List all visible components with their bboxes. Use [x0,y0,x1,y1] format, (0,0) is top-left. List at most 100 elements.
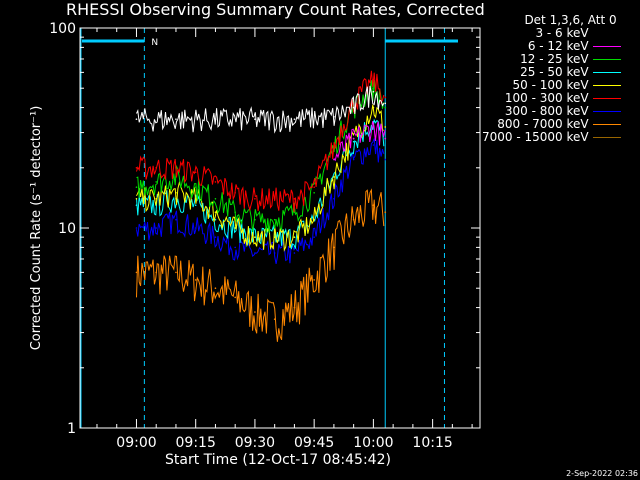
x-tick-label: 10:00 [353,435,393,451]
data-point-s4-3 [194,197,197,200]
series-trace-4 [136,104,384,252]
data-point-s3-0 [135,204,138,207]
y-tick-label: 1 [67,421,76,437]
data-point-s2-13 [384,106,387,109]
data-point-s3-11 [352,140,355,143]
data-point-s7-8 [293,306,296,309]
data-point-s5-7 [273,197,276,200]
x-tick-label: 09:30 [235,435,275,451]
series-trace-1 [333,121,386,162]
legend-entry: 3 - 6 keV [482,27,625,40]
data-point-s2-4 [214,197,217,200]
data-point-s6-2 [175,218,177,221]
data-point-s6-13 [384,158,387,161]
series-trace-0 [136,85,385,134]
x-axis-label: Start Time (12-Oct-17 08:45:42) [165,452,391,468]
data-point-s5-5 [234,191,236,194]
data-point-s6-9 [313,236,315,238]
legend-entry: 100 - 300 keV [482,92,625,105]
data-point-s4-6 [254,236,256,238]
data-point-s4-8 [293,236,296,238]
data-point-s7-13 [384,211,387,213]
series-trace-6 [136,138,385,264]
data-point-s6-10 [333,197,335,200]
data-point-s3-3 [194,204,197,207]
data-point-s7-3 [194,279,197,281]
legend-entry: 6 - 12 keV [482,40,625,53]
data-point-s7-12 [372,204,375,207]
data-point-s7-4 [214,287,217,290]
data-point-s4-4 [214,211,217,213]
data-point-s5-8 [293,197,296,200]
data-point-s0-3 [254,118,256,120]
data-point-s0-0 [135,118,138,120]
legend-entry: 7000 - 15000 keV [482,131,625,144]
data-point-s5-0 [135,166,138,169]
data-point-s4-9 [313,218,315,221]
data-point-s5-10 [333,147,335,150]
legend-swatch [592,32,621,35]
data-point-s5-1 [155,166,158,169]
data-point-s2-0 [135,186,138,188]
data-point-s0-5 [333,115,335,118]
data-point-s2-9 [313,191,315,194]
legend-swatch [592,124,621,125]
data-point-s5-9 [313,186,315,188]
x-tick-label: 09:15 [176,435,216,451]
series-trace-7 [136,188,385,342]
legend-label: 6 - 12 keV [527,39,589,53]
data-point-s0-6 [352,106,355,109]
legend-label: 50 - 100 keV [512,78,589,92]
data-point-s2-12 [372,87,375,90]
legend-entry: 800 - 7000 keV [482,118,625,131]
legend-label: 100 - 300 keV [504,91,589,105]
data-point-s7-11 [352,218,355,221]
data-point-s7-2 [175,271,177,274]
data-point-s6-7 [273,252,276,254]
data-point-s5-6 [254,197,256,200]
data-point-s0-8 [384,102,387,105]
data-point-s5-3 [194,171,197,174]
night-marker: N [151,38,158,48]
legend-swatch [592,85,621,86]
legend-header: Det 1,3,6, Att 0 [524,13,617,27]
y-tick-label: 10 [58,221,76,237]
legend-label: 25 - 50 keV [520,65,589,79]
data-point-s4-10 [333,176,335,178]
legend: Det 1,3,6, Att 0 3 - 6 keV 6 - 12 keV 12 -… [482,14,625,144]
data-point-s1-2 [372,126,375,128]
legend-label: 800 - 7000 keV [497,117,589,131]
data-point-s7-5 [234,296,236,299]
data-point-s6-6 [254,252,256,254]
data-layer: N [80,28,458,428]
legend-entry: 50 - 100 keV [482,79,625,92]
data-point-s1-0 [333,158,335,161]
data-point-s6-11 [352,158,355,161]
chart-title: RHESSI Observing Summary Count Rates, Co… [66,0,485,19]
y-tick-label: 100 [49,21,76,37]
data-point-s6-4 [214,236,217,238]
data-point-s6-5 [234,246,236,249]
data-point-s7-7 [273,318,276,320]
axes-layer: 1 10 100 Corrected Count Rate (s⁻¹ detector… [29,21,481,451]
data-point-s4-2 [175,191,177,194]
x-tick-label: 09:45 [294,435,334,451]
series-trace-5 [136,70,385,212]
data-point-s0-7 [372,90,375,93]
data-point-s4-1 [155,197,158,200]
data-point-s7-0 [135,271,138,274]
data-point-s6-3 [194,227,197,229]
legend-entry: 12 - 25 keV [482,53,625,66]
data-point-s2-5 [234,211,236,213]
data-point-s6-8 [293,252,296,254]
data-point-s0-1 [175,118,177,120]
data-point-s2-3 [194,186,197,188]
data-point-s4-12 [372,106,375,109]
legend-entry: 25 - 50 keV [482,66,625,79]
legend-label: 12 - 25 keV [520,52,589,66]
legend-label: 7000 - 15000 keV [482,130,589,144]
data-point-s6-1 [155,227,158,229]
legend-swatch [592,111,621,112]
data-point-s1-3 [384,137,387,140]
